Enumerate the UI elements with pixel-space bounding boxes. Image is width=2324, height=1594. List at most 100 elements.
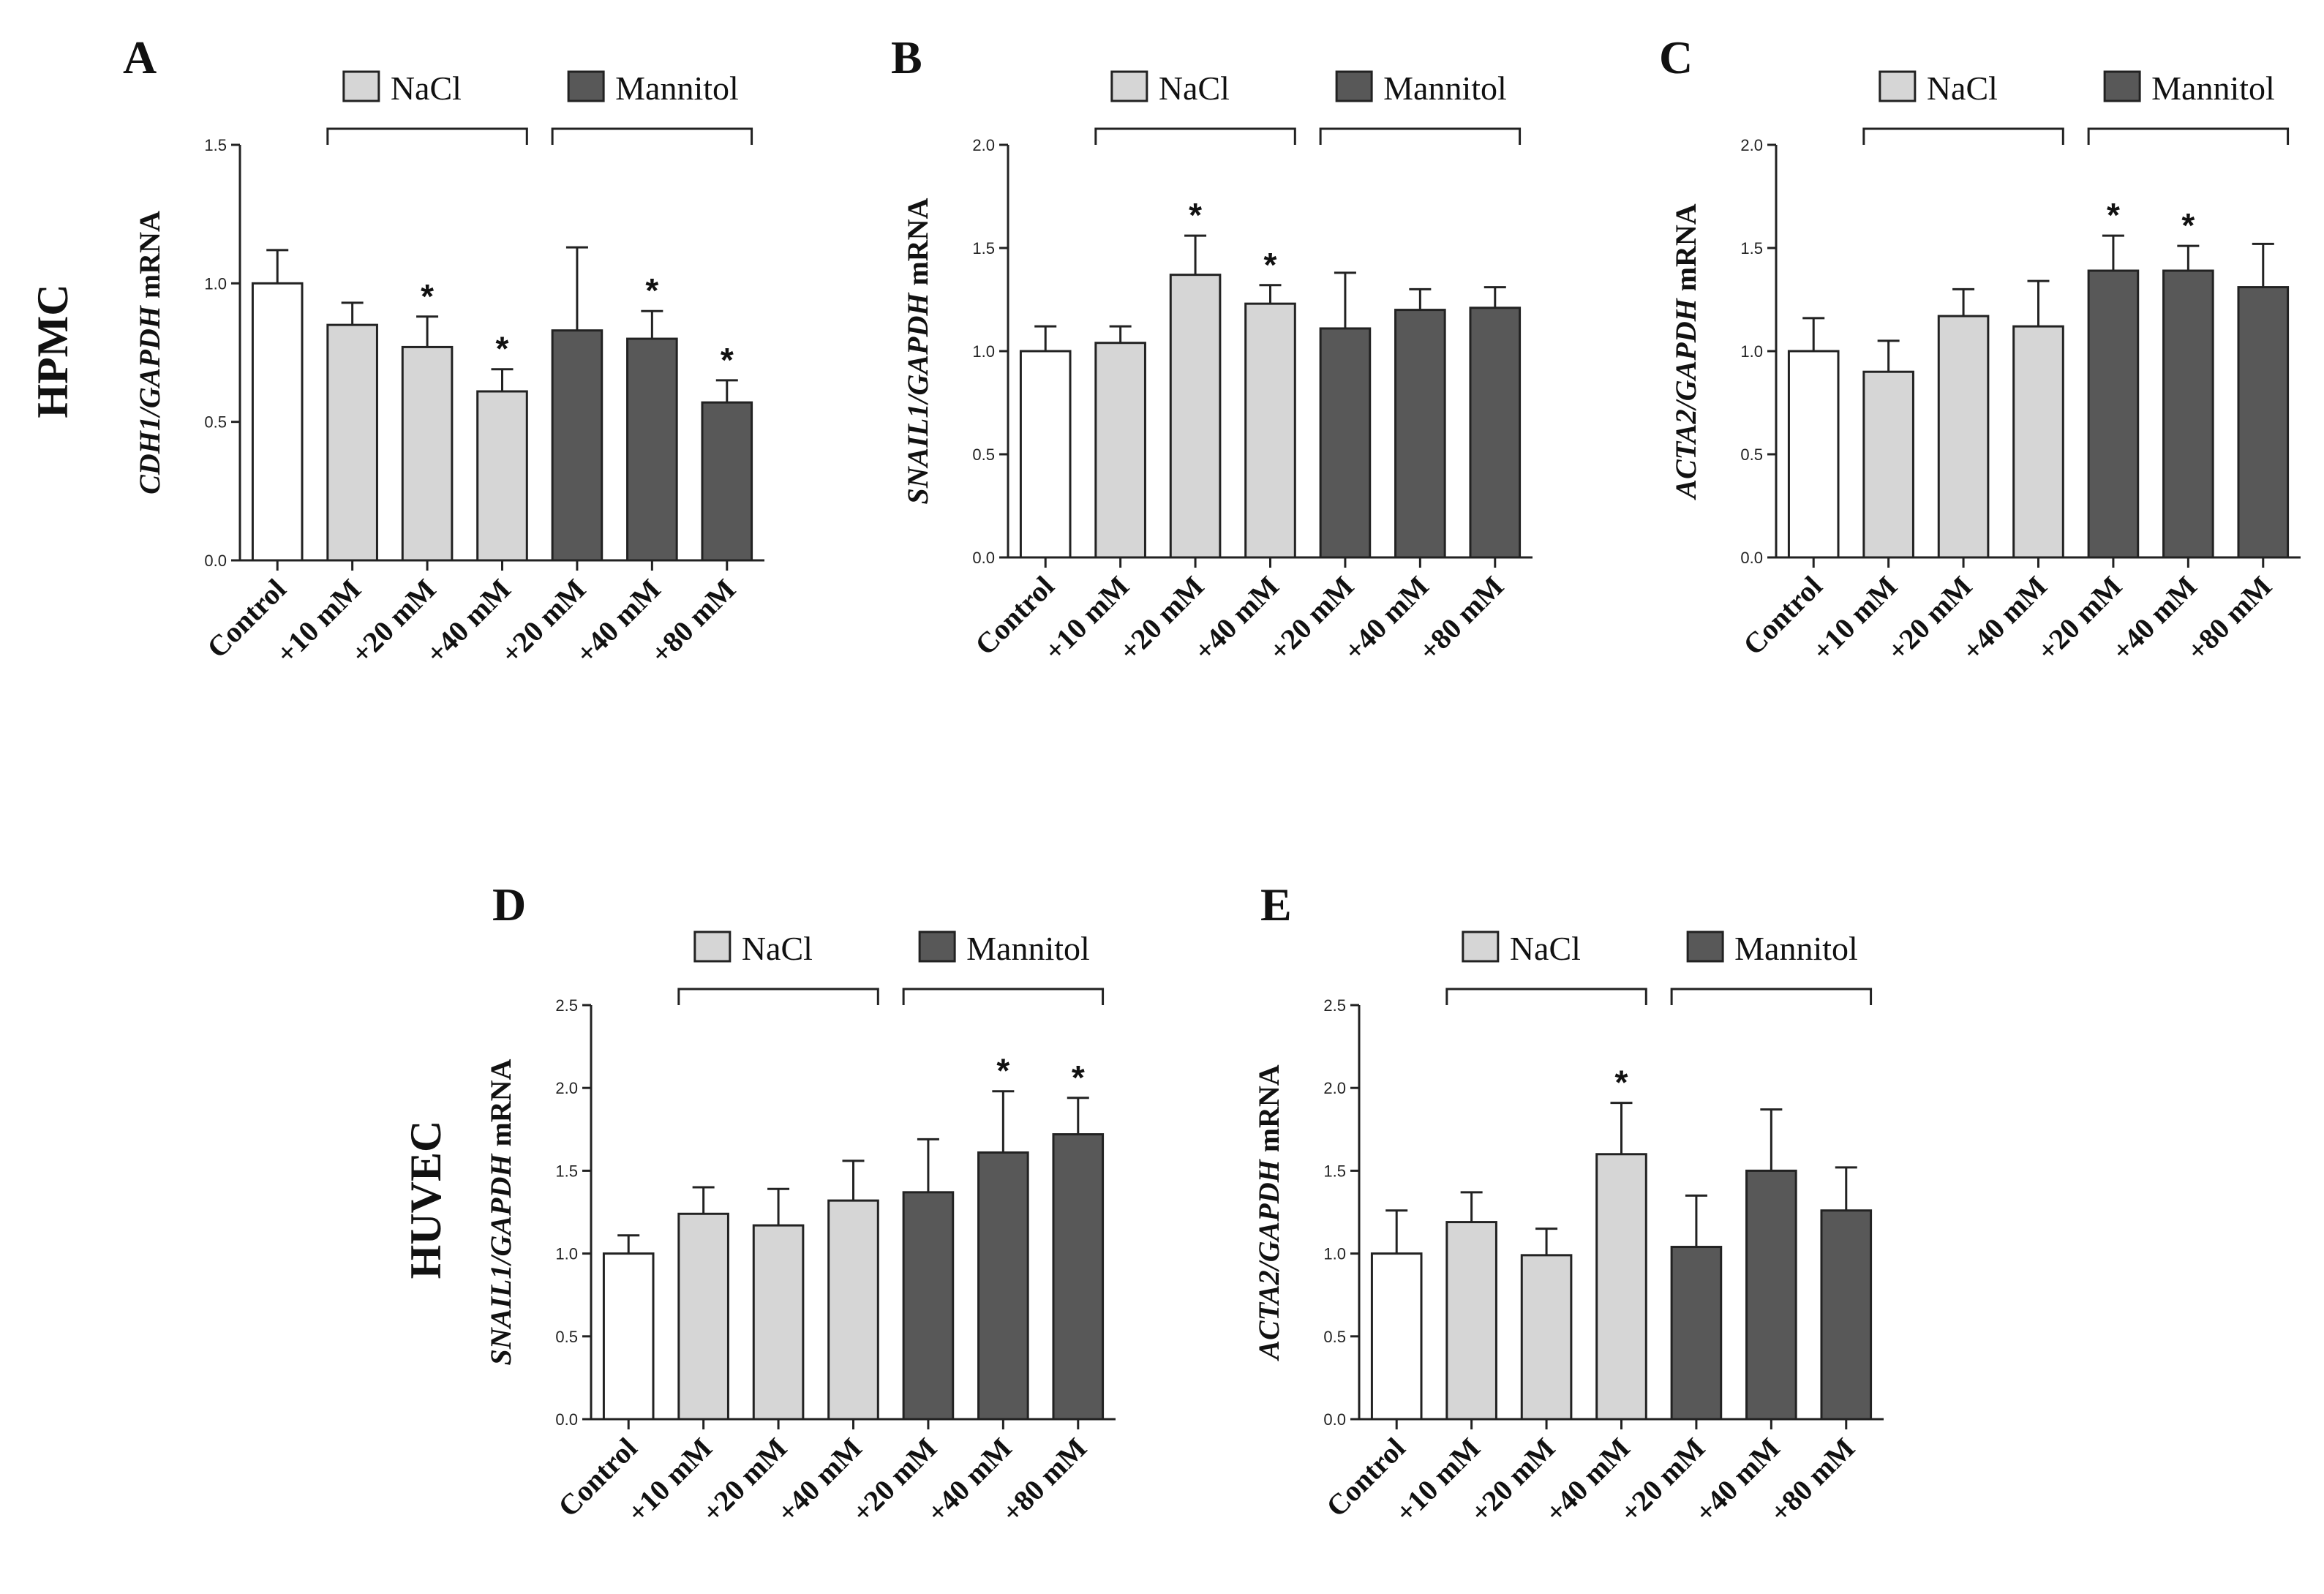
category-label-e-7: +80 mM <box>1764 1432 1862 1530</box>
y-tick-label-c-1: 0.5 <box>1740 446 1763 464</box>
panel-letter-c: C <box>1659 31 1693 83</box>
legend-swatch-mannitol-d <box>918 931 956 963</box>
bracket-mannitol-e <box>1670 988 1873 1005</box>
legend-label-mannitol-c: Mannitol <box>2151 69 2275 107</box>
y-tick-label-e-0: 0.0 <box>1323 1410 1346 1429</box>
bracket-mannitol-b <box>1319 127 1522 145</box>
bar-d-6 <box>977 1151 1029 1421</box>
row-label-hpmc: HPMC <box>29 284 77 418</box>
significance-star-d-7: * <box>1072 1059 1085 1097</box>
y-axis-gene-b: SNAIL1/GAPDH <box>901 292 934 505</box>
legend-swatch-nacl-c <box>1879 70 1917 102</box>
y-tick-label-e-2: 1.0 <box>1323 1245 1346 1263</box>
bar-d-5 <box>902 1191 955 1421</box>
category-label-d-7: +80 mM <box>996 1432 1094 1530</box>
panel-letter-e: E <box>1260 879 1292 931</box>
legend-swatch-nacl-e <box>1462 931 1500 963</box>
legend-label-mannitol-b: Mannitol <box>1383 69 1507 107</box>
y-tick-label-c-4: 2.0 <box>1740 136 1763 154</box>
bar-c-2 <box>1862 370 1914 559</box>
y-tick-label-e-4: 2.0 <box>1323 1079 1346 1097</box>
y-tick-label-a-2: 1.0 <box>204 274 227 293</box>
bar-b-7 <box>1469 307 1522 559</box>
bar-c-1 <box>1787 350 1840 559</box>
y-tick-label-d-4: 2.0 <box>555 1079 578 1097</box>
y-tick-label-c-0: 0.0 <box>1740 549 1763 567</box>
y-axis-suffix-e: mRNA <box>1252 1064 1285 1159</box>
bracket-mannitol-a <box>551 127 753 145</box>
legend-label-nacl-e: NaCl <box>1510 930 1581 967</box>
legend-swatch-nacl-d <box>693 931 732 963</box>
bar-e-6 <box>1745 1169 1797 1421</box>
significance-star-a-7: * <box>721 341 734 379</box>
bar-b-1 <box>1019 350 1072 559</box>
y-axis-suffix-d: mRNA <box>484 1059 517 1154</box>
legend-label-nacl-a: NaCl <box>391 69 462 107</box>
legend-label-nacl-b: NaCl <box>1159 69 1230 107</box>
bar-b-3 <box>1169 274 1222 559</box>
legend-label-nacl-c: NaCl <box>1927 69 1998 107</box>
bar-a-1 <box>251 282 304 562</box>
bar-a-5 <box>551 329 603 562</box>
y-axis-label-b: SNAIL1/GAPDH mRNA <box>901 198 934 504</box>
legend-swatch-nacl-b <box>1110 70 1148 102</box>
significance-star-a-3: * <box>421 277 434 315</box>
y-tick-label-d-5: 2.5 <box>555 996 578 1015</box>
y-axis-label-e: ACTA2/GAPDH mRNA <box>1252 1064 1285 1361</box>
category-label-c-7: +80 mM <box>2181 570 2279 668</box>
bracket-nacl-d <box>677 988 879 1005</box>
y-tick-label-e-5: 2.5 <box>1323 996 1346 1015</box>
y-axis-suffix-b: mRNA <box>901 198 934 293</box>
category-label-b-7: +80 mM <box>1413 570 1511 668</box>
legend-label-mannitol-e: Mannitol <box>1734 930 1858 967</box>
y-tick-label-b-2: 1.0 <box>972 342 995 361</box>
significance-star-c-6: * <box>2181 206 2195 244</box>
y-tick-label-b-3: 1.5 <box>972 239 995 257</box>
significance-star-c-5: * <box>2107 196 2120 234</box>
bar-c-7 <box>2237 286 2290 559</box>
category-label-a-7: +80 mM <box>644 573 742 671</box>
bar-e-4 <box>1595 1153 1647 1421</box>
panel-letter-d: D <box>492 879 526 931</box>
significance-star-e-4: * <box>1615 1064 1628 1102</box>
y-axis-gene-c: ACTA2/GAPDH <box>1669 297 1702 500</box>
y-tick-label-a-3: 1.5 <box>204 136 227 154</box>
significance-star-b-4: * <box>1264 246 1277 284</box>
y-tick-label-d-3: 1.5 <box>555 1162 578 1180</box>
bracket-mannitol-d <box>902 988 1105 1005</box>
bracket-nacl-e <box>1445 988 1647 1005</box>
y-tick-label-b-4: 2.0 <box>972 136 995 154</box>
bar-a-2 <box>326 323 378 562</box>
panel-letter-a: A <box>123 31 157 83</box>
bar-a-4 <box>476 390 528 562</box>
legend-swatch-mannitol-b <box>1335 70 1373 102</box>
bar-d-7 <box>1052 1133 1105 1421</box>
bar-a-7 <box>701 401 753 562</box>
bar-e-7 <box>1820 1209 1873 1421</box>
y-axis-gene-e: ACTA2/GAPDH <box>1252 1158 1285 1361</box>
bar-d-4 <box>827 1199 879 1421</box>
bracket-nacl-a <box>326 127 528 145</box>
significance-star-b-3: * <box>1189 196 1202 234</box>
y-axis-gene-a: CDH1/GAPDH <box>133 304 166 495</box>
legend-label-nacl-d: NaCl <box>742 930 813 967</box>
significance-star-a-6: * <box>645 271 658 309</box>
legend-swatch-mannitol-e <box>1686 931 1724 963</box>
significance-star-a-4: * <box>496 330 509 368</box>
legend-label-mannitol-d: Mannitol <box>966 930 1090 967</box>
bar-b-2 <box>1094 342 1146 559</box>
y-axis-label-a: CDH1/GAPDH mRNA <box>133 211 166 495</box>
y-tick-label-d-0: 0.0 <box>555 1410 578 1429</box>
legend-label-mannitol-a: Mannitol <box>615 69 739 107</box>
bar-c-3 <box>1937 315 1990 559</box>
bar-b-4 <box>1244 302 1296 559</box>
bar-c-6 <box>2162 269 2214 559</box>
bar-e-5 <box>1670 1246 1723 1421</box>
bar-d-2 <box>677 1212 729 1421</box>
bar-b-5 <box>1319 327 1372 559</box>
